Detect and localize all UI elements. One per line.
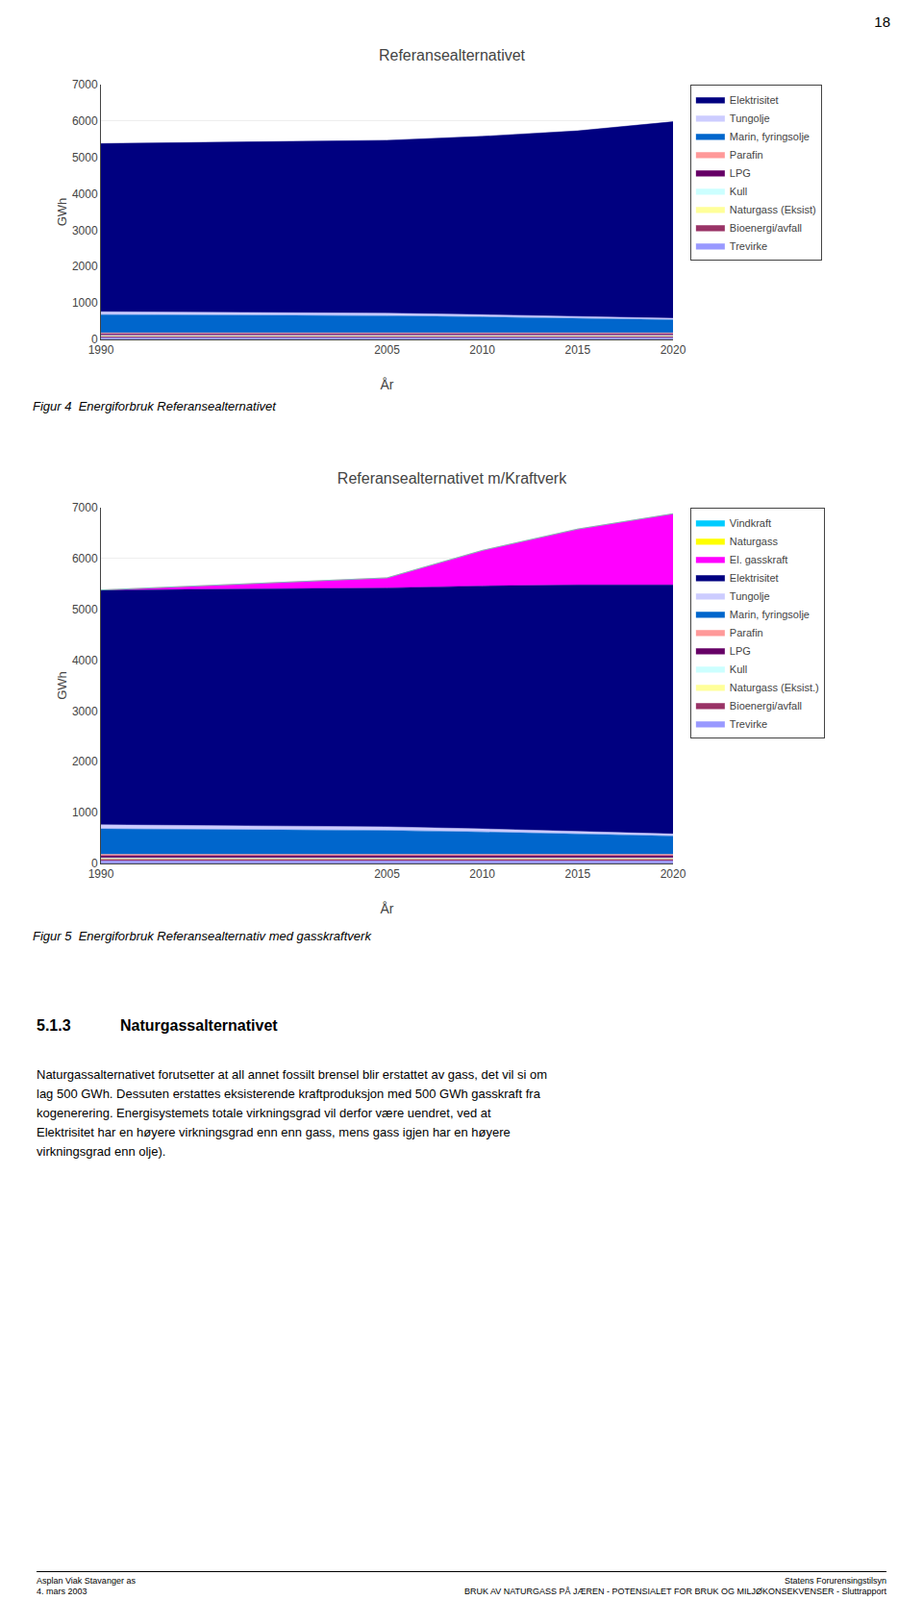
svg-text:Naturgass (Eksist): Naturgass (Eksist) [729,203,817,216]
svg-text:2015: 2015 [564,343,591,357]
svg-text:2020: 2020 [660,867,687,881]
html-text:kogenerering. Energisystemets: kogenerering. Energisystemets totale vir… [36,1105,491,1121]
svg-text:2000: 2000 [72,259,99,274]
html-text:lag 500 GWh. Dessuten erstatte: lag 500 GWh. Dessuten erstattes eksister… [36,1086,541,1101]
svg-text:Tungolje: Tungolje [729,590,771,602]
svg-text:Referansealternativet: Referansealternativet [378,47,526,64]
svg-text:Elektrisitet: Elektrisitet [729,94,779,106]
svg-text:LPG: LPG [729,167,751,179]
svg-text:Elektrisitet: Elektrisitet [729,572,779,584]
svg-text:Tungolje: Tungolje [729,112,771,125]
svg-text:7000: 7000 [72,77,99,92]
svg-text:El. gasskraft: El. gasskraft [729,553,789,566]
svg-text:2010: 2010 [469,343,496,357]
svg-text:2020: 2020 [660,343,687,357]
svg-text:7000: 7000 [72,500,99,515]
svg-text:2015: 2015 [564,867,591,881]
svg-text:5000: 5000 [72,602,99,617]
svg-text:Vindkraft: Vindkraft [729,517,772,529]
html-text:18: 18 [874,13,891,30]
svg-text:0: 0 [91,856,99,871]
svg-text:Naturgass: Naturgass [729,535,779,548]
svg-text:2005: 2005 [374,343,400,357]
svg-text:5000: 5000 [72,150,99,165]
svg-text:GWh: GWh [54,198,70,227]
svg-text:Parafin: Parafin [729,149,764,161]
svg-text:2010: 2010 [469,867,496,881]
svg-text:3000: 3000 [72,704,99,719]
html-text:Naturgassalternativet forutset: Naturgassalternativet forutsetter at all… [36,1067,548,1082]
svg-text:Bioenergi/avfall: Bioenergi/avfall [729,222,802,234]
svg-text:Trevirke: Trevirke [729,240,768,252]
svg-text:6000: 6000 [72,551,99,566]
svg-text:Bioenergi/avfall: Bioenergi/avfall [729,699,802,712]
svg-text:Marin, fyringsolje: Marin, fyringsolje [729,130,810,143]
svg-text:0: 0 [91,332,99,347]
svg-text:1000: 1000 [72,805,99,820]
svg-text:2005: 2005 [374,867,400,881]
svg-text:4000: 4000 [72,653,99,668]
html-text:BRUK AV NATURGASS PÅ JÆREN - P: BRUK AV NATURGASS PÅ JÆREN - POTENSIALET… [464,1586,887,1597]
svg-text:1990: 1990 [88,343,115,357]
svg-text:1000: 1000 [72,296,99,310]
svg-text:Naturgass (Eksist.): Naturgass (Eksist.) [729,681,820,694]
svg-text:LPG: LPG [729,645,751,657]
svg-text:Parafin: Parafin [729,626,764,639]
svg-text:4000: 4000 [72,187,99,201]
html-text:5.1.3: 5.1.3 [36,1017,71,1034]
html-text:Asplan Viak Stavanger as: Asplan Viak Stavanger as [36,1575,136,1586]
svg-text:Referansealternativet m/Kraftv: Referansealternativet m/Kraftverk [337,470,568,487]
html-text:Statens Forurensingstilsyn: Statens Forurensingstilsyn [784,1575,887,1586]
html-text:virkningsgrad enn olje).: virkningsgrad enn olje). [36,1144,166,1159]
html-text:Figur 4 Energiforbruk Referans: Figur 4 Energiforbruk Referansealternati… [32,399,276,414]
svg-text:6000: 6000 [72,114,99,128]
svg-text:Marin, fyringsolje: Marin, fyringsolje [729,608,810,621]
svg-text:GWh: GWh [54,671,70,700]
svg-text:Kull: Kull [729,663,748,675]
html-text:4. mars 2003: 4. mars 2003 [36,1586,88,1597]
svg-text:2000: 2000 [72,754,99,769]
svg-text:Trevirke: Trevirke [729,718,768,730]
svg-text:3000: 3000 [72,224,99,238]
html-text:Figur 5 Energiforbruk Referans: Figur 5 Energiforbruk Referansealternati… [32,928,372,944]
html-text:Elektrisitet har en høyere vir: Elektrisitet har en høyere virkningsgrad… [36,1124,511,1140]
svg-text:Kull: Kull [729,185,748,198]
svg-text:1990: 1990 [88,867,115,881]
html-text:Naturgassalternativet: Naturgassalternativet [120,1017,278,1034]
svg-text:År: År [380,376,395,393]
svg-text:År: År [380,900,395,917]
